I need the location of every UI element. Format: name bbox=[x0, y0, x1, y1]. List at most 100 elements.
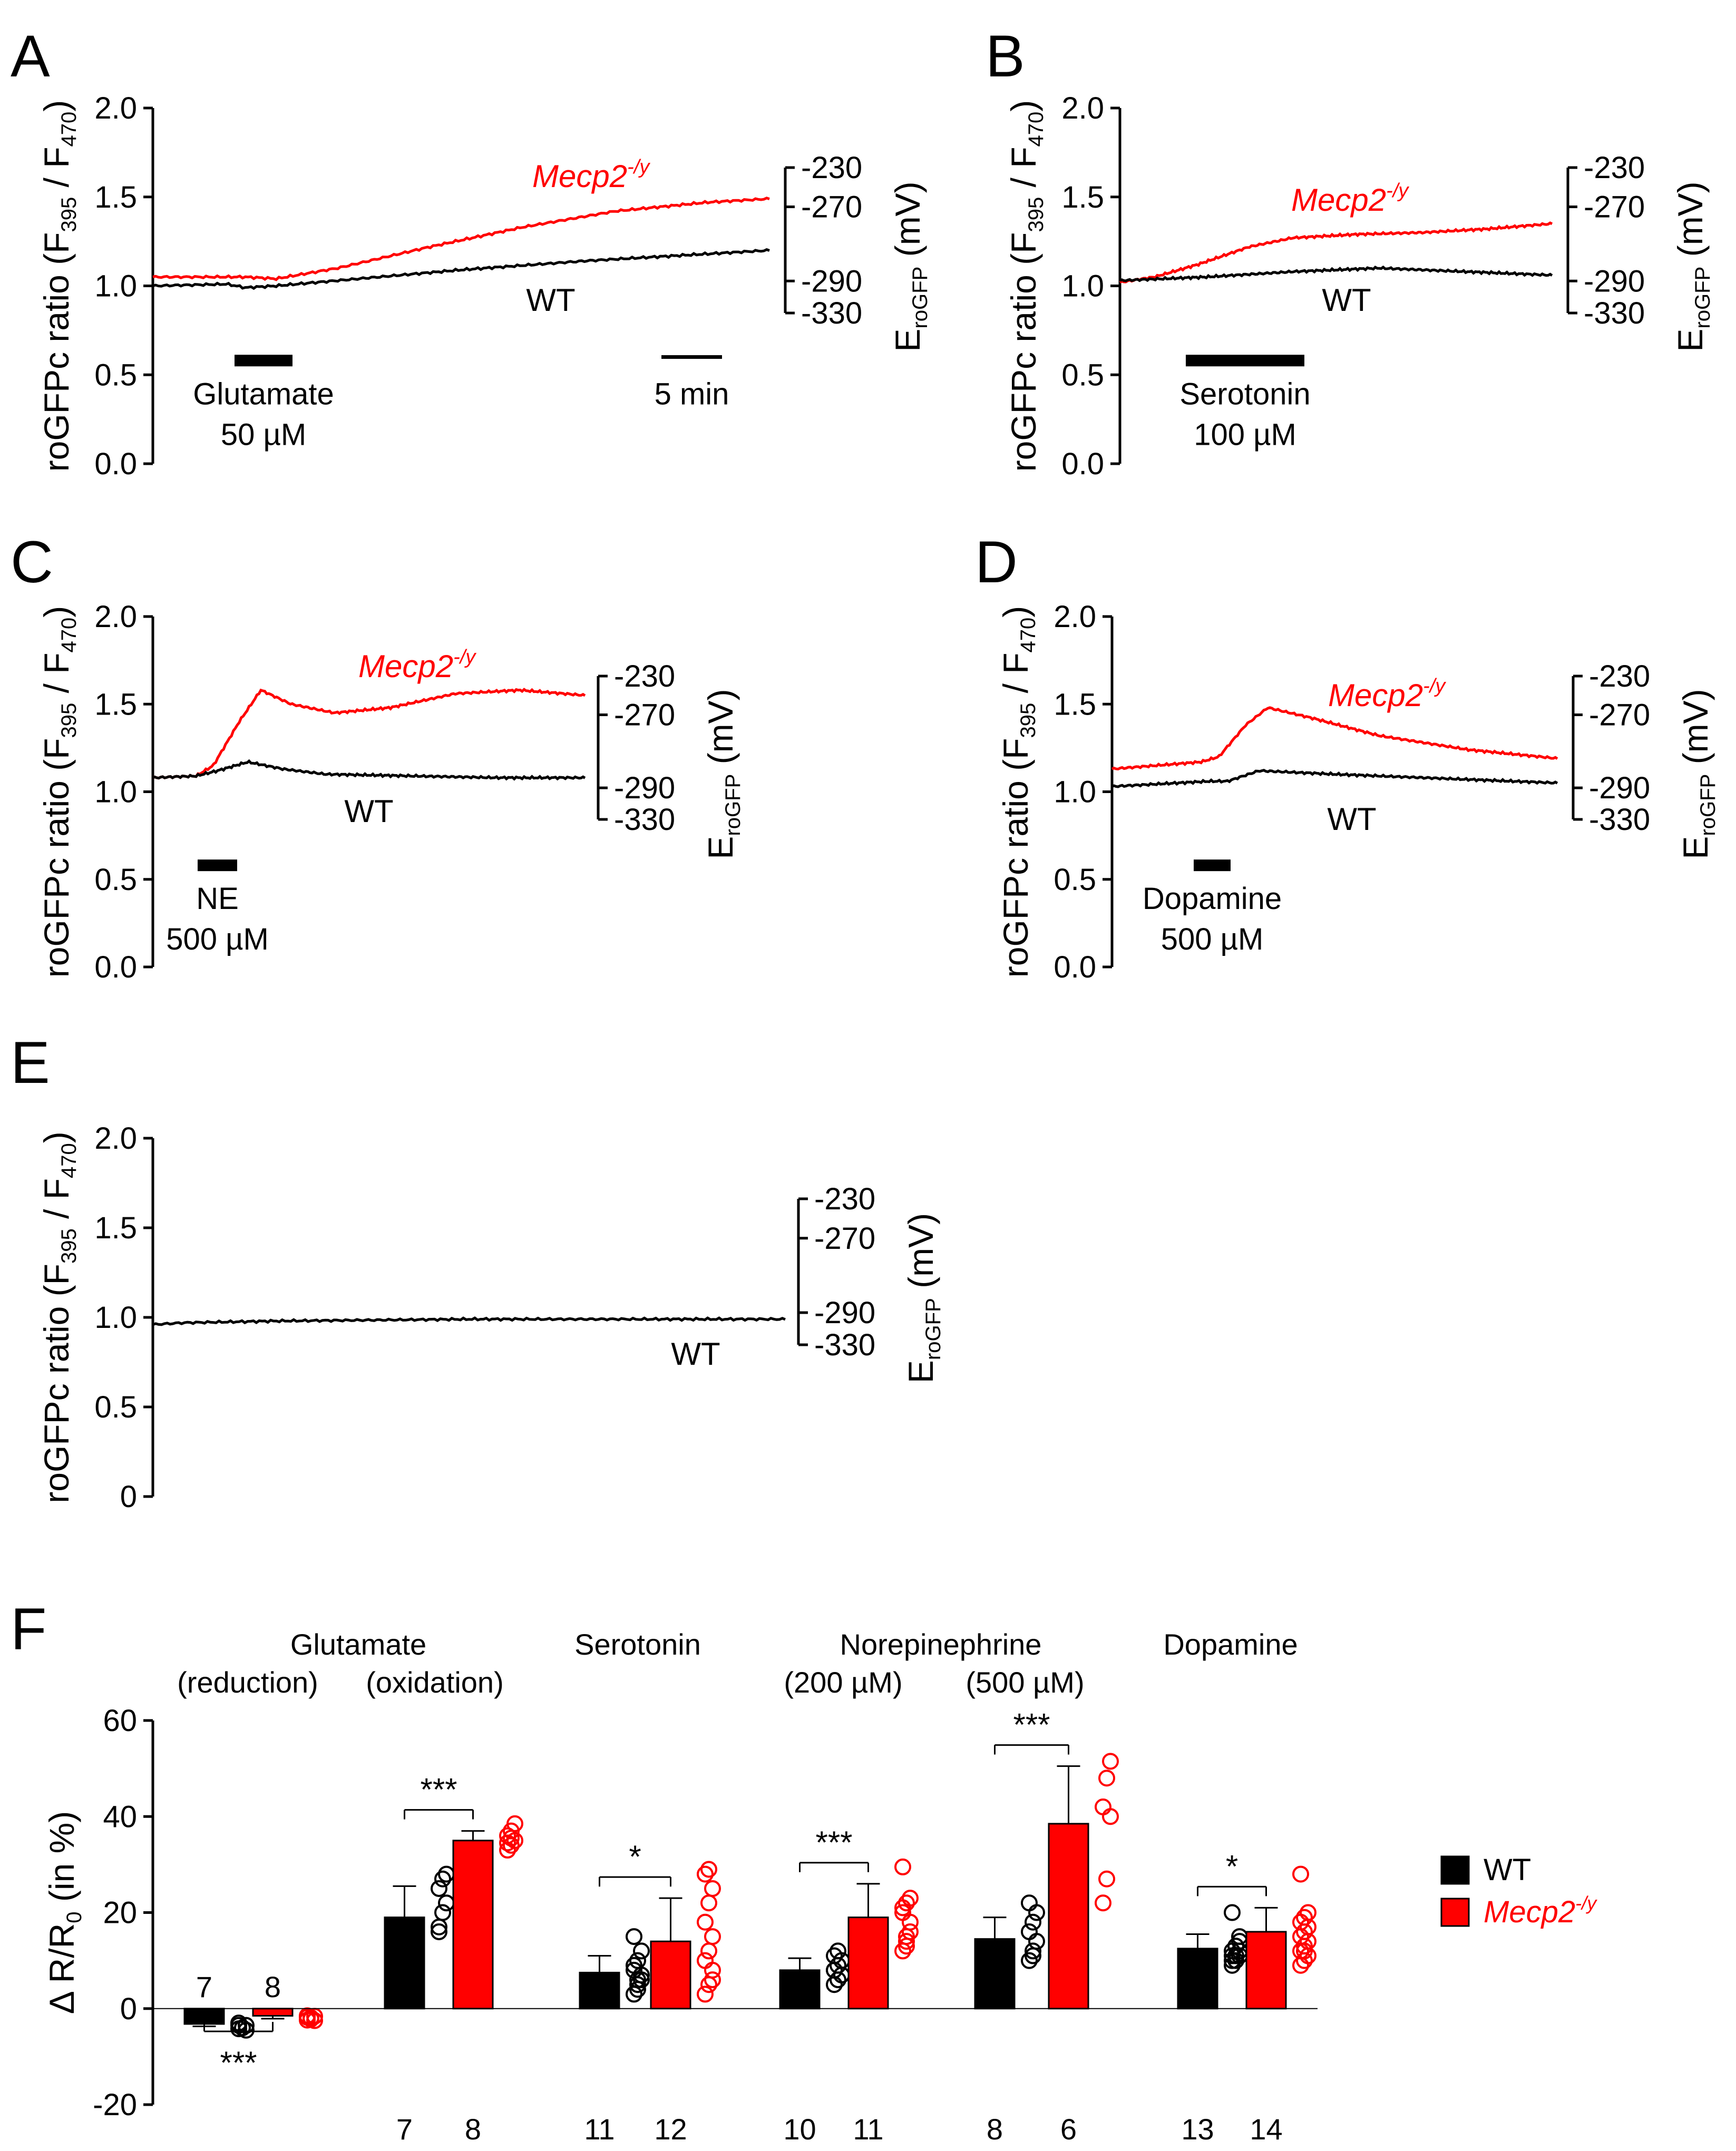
legend-label: Mecp2-/y bbox=[1484, 1892, 1597, 1929]
y-tick-label-f: 60 bbox=[103, 1704, 137, 1738]
y-label-end: ) bbox=[996, 606, 1035, 618]
right-tick-label-e: -290 bbox=[814, 1296, 875, 1330]
y-axis-label-a: roGFPc ratio (F395 / F470) bbox=[37, 100, 81, 472]
y-tick-label-e: 1.5 bbox=[94, 1211, 137, 1245]
y-tick-label-a: 2.0 bbox=[94, 91, 137, 125]
data-point-mecp2 bbox=[1095, 1798, 1111, 1816]
data-point-wt bbox=[830, 1942, 846, 1960]
data-point-mecp2 bbox=[1102, 1753, 1119, 1770]
bar-wt bbox=[974, 1938, 1016, 2010]
right-label-unit: (mV) bbox=[701, 689, 740, 774]
legend-text: Mecp2 bbox=[1484, 1895, 1575, 1929]
data-point-mecp2 bbox=[898, 1938, 915, 1955]
data-point-mecp2 bbox=[303, 2009, 319, 2027]
y-tick-label-b: 2.0 bbox=[1061, 91, 1104, 125]
group-title: (500 µM) bbox=[965, 1666, 1084, 1699]
y-tick-label-c: 1.5 bbox=[94, 687, 137, 721]
n-label-mecp2: 14 bbox=[1250, 2113, 1282, 2146]
legend-swatch bbox=[1440, 1898, 1470, 1927]
data-point-wt bbox=[826, 1976, 843, 1993]
data-point-mecp2 bbox=[704, 1880, 721, 1897]
mecp2-text: Mecp2 bbox=[358, 649, 453, 684]
right-tick-label-e: -270 bbox=[814, 1221, 875, 1256]
mecp2-text: Mecp2 bbox=[532, 159, 627, 194]
n-label-wt: 13 bbox=[1181, 2113, 1214, 2146]
bar-mecp2 bbox=[1245, 1931, 1287, 2010]
right-tick-label-d: -330 bbox=[1589, 803, 1650, 837]
stimulus-name-d: Dopamine bbox=[1143, 882, 1282, 916]
right-tick-label-a: -330 bbox=[801, 296, 862, 330]
sig-label: * bbox=[1226, 1849, 1238, 1884]
group-title: (200 µM) bbox=[784, 1666, 902, 1699]
data-point-mecp2 bbox=[700, 1894, 717, 1912]
y-tick-label-f: 40 bbox=[103, 1800, 137, 1834]
data-point-mecp2 bbox=[499, 1834, 516, 1852]
data-point-wt bbox=[431, 1880, 447, 1897]
data-point-wt bbox=[1224, 1947, 1241, 1964]
y-tick-label-c: 2.0 bbox=[94, 600, 137, 634]
y-label-sub1: 395 bbox=[57, 703, 81, 738]
y-label-end: ) bbox=[37, 606, 76, 618]
right-tick-label-c: -330 bbox=[614, 803, 675, 837]
data-point-wt bbox=[830, 1971, 846, 1989]
data-point-wt bbox=[1025, 1942, 1041, 1960]
group-title: (reduction) bbox=[177, 1666, 318, 1699]
data-point-wt bbox=[629, 1971, 646, 1989]
data-point-wt bbox=[1021, 1894, 1038, 1912]
trace-wt-c bbox=[152, 759, 586, 781]
n-label-wt: 8 bbox=[987, 2113, 1003, 2146]
right-label-unit: (mV) bbox=[901, 1213, 940, 1298]
right-axis-label-a: EroGFP (mV) bbox=[888, 181, 932, 351]
y-label-sub1: 395 bbox=[57, 1228, 81, 1264]
y-tick-label-b: 0.5 bbox=[1061, 358, 1104, 392]
stimulus-bar-d bbox=[1194, 859, 1231, 872]
right-tick-label-c: -270 bbox=[614, 698, 675, 732]
n-label-mecp2: 11 bbox=[853, 2113, 883, 2146]
data-point-mecp2 bbox=[1098, 1870, 1115, 1888]
panel-c: 2.0 1.5 1.0 0.5 0.0 roGFPc ratio (F395 / F470… bbox=[37, 600, 745, 984]
data-point-mecp2 bbox=[697, 1913, 714, 1931]
y-tick-label-f: 20 bbox=[103, 1896, 137, 1930]
label-mecp2-a: Mecp2-/y bbox=[532, 156, 650, 194]
y-axis-label-c: roGFPc ratio (F395 / F470) bbox=[37, 606, 81, 978]
bar-wt bbox=[579, 1971, 620, 2010]
y-label-mid: / F bbox=[37, 1178, 76, 1228]
panel-letter-f: F bbox=[11, 1596, 46, 1662]
y-label-sub1: 395 bbox=[57, 197, 81, 232]
y-label-sub1: 395 bbox=[1017, 703, 1040, 738]
right-label-e: E bbox=[1676, 836, 1715, 859]
y-tick-label-b: 0.0 bbox=[1061, 447, 1104, 481]
n-label-mecp2: 8 bbox=[465, 2113, 481, 2146]
data-point-mecp2 bbox=[902, 1913, 919, 1931]
y-label-f-sub: 0 bbox=[63, 1911, 86, 1923]
n-label-wt: 11 bbox=[584, 2113, 615, 2146]
right-tick-label-b: -290 bbox=[1584, 264, 1645, 298]
label-wt-e: WT bbox=[671, 1336, 720, 1372]
panel-e: 2.0 1.5 1.0 0.5 0 roGFPc ratio (F395 / F470) -… bbox=[37, 1121, 945, 1514]
panel-letter-c: C bbox=[11, 529, 53, 595]
right-tick-label-a: -290 bbox=[801, 264, 862, 298]
right-tick-label-d: -270 bbox=[1589, 698, 1650, 732]
label-wt-c: WT bbox=[344, 794, 393, 829]
right-axis-label-b: EroGFP (mV) bbox=[1671, 181, 1714, 351]
y-tick-label-e: 2.0 bbox=[94, 1121, 137, 1156]
data-point-mecp2 bbox=[894, 1942, 911, 1960]
sig-label: *** bbox=[420, 1772, 457, 1807]
data-point-wt bbox=[626, 1928, 642, 1945]
data-point-mecp2 bbox=[1296, 1942, 1313, 1960]
panel-letter-e: E bbox=[11, 1030, 50, 1096]
right-tick-label-a: -270 bbox=[801, 190, 862, 224]
data-point-mecp2 bbox=[894, 1899, 911, 1917]
n-label-wt: 7 bbox=[396, 2113, 413, 2146]
data-point-wt bbox=[633, 1942, 650, 1960]
group-title: Dopamine bbox=[1163, 1628, 1298, 1661]
y-tick-label-d: 1.0 bbox=[1054, 775, 1096, 809]
trace-mecp2-b bbox=[1119, 221, 1553, 283]
data-point-mecp2 bbox=[1292, 1865, 1309, 1883]
right-tick-label-c: -290 bbox=[614, 771, 675, 805]
y-axis-label-d: roGFPc ratio (F395 / F470) bbox=[996, 606, 1040, 978]
label-wt-b: WT bbox=[1322, 282, 1371, 318]
data-point-mecp2 bbox=[1296, 1909, 1313, 1926]
sig-label: * bbox=[629, 1839, 641, 1874]
